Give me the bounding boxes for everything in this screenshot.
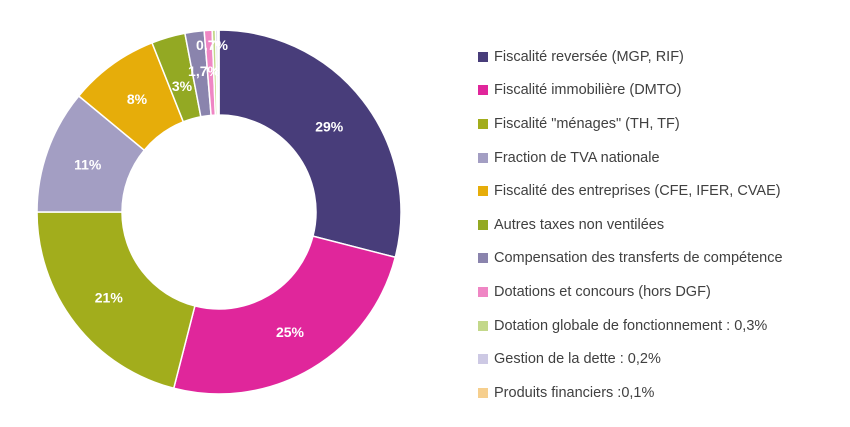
slice-1 [218,29,402,259]
legend-swatch [478,51,488,62]
legend-label: Gestion de la dette : 0,2% [494,351,661,368]
slice-label-6: 3% [172,78,193,94]
legend-item-4: Fraction de TVA nationale [478,141,783,175]
legend-label: Produits financiers :0,1% [494,384,655,401]
legend-item-6: Autres taxes non ventilées [478,208,783,242]
slice-label-1: 29% [315,118,344,134]
legend-label: Fiscalité "ménages" (TH, TF) [494,115,680,132]
legend-swatch [478,219,488,230]
legend-swatch [478,286,488,297]
slice-11 [217,29,220,116]
slice-label-2: 25% [276,324,305,340]
legend-label: Autres taxes non ventilées [494,216,665,233]
legend-item-8: Dotations et concours (hors DGF) [478,275,783,309]
legend-item-5: Fiscalité des entreprises (CFE, IFER, CV… [478,174,783,208]
slice-3 [36,211,196,390]
legend-item-1: Fiscalité reversée (MGP, RIF) [478,40,783,74]
slice-label-7: 1,7% [188,63,220,79]
legend-label: Dotation globale de fonctionnement : 0,3… [494,317,768,334]
legend-label: Fiscalité reversée (MGP, RIF) [494,48,684,65]
legend-swatch [478,186,488,197]
legend-item-2: Fiscalité immobilière (DMTO) [478,74,783,108]
legend-item-7: Compensation des transferts de compétenc… [478,242,783,276]
slice-2 [172,235,397,395]
legend-label: Fiscalité des entreprises (CFE, IFER, CV… [494,183,781,200]
slice-label-3: 21% [95,290,124,306]
legend-item-3: Fiscalité "ménages" (TH, TF) [478,107,783,141]
legend-swatch [478,85,488,96]
legend-label: Fraction de TVA nationale [494,149,660,166]
legend-swatch [478,152,488,163]
slice-label-5: 8% [127,91,148,107]
legend-label: Fiscalité immobilière (DMTO) [494,82,682,99]
legend-swatch [478,354,488,365]
donut-slices [36,29,402,395]
legend-swatch [478,253,488,264]
legend-swatch [478,387,488,398]
legend-label: Compensation des transferts de compétenc… [494,250,783,267]
legend-swatch [478,118,488,129]
legend-label: Dotations et concours (hors DGF) [494,283,711,300]
slice-label-8: 0,7% [196,37,228,53]
legend-item-10: Gestion de la dette : 0,2% [478,342,783,376]
legend-item-9: Dotation globale de fonctionnement : 0,3… [478,309,783,343]
legend-item-11: Produits financiers :0,1% [478,376,783,410]
chart-legend: Fiscalité reversée (MGP, RIF) Fiscalité i… [478,40,783,410]
slice-label-4: 11% [74,157,102,173]
legend-swatch [478,320,488,331]
slice-labels: 29% 25% 21% 11% 8% 3%1,7% 0,7% [74,37,344,340]
